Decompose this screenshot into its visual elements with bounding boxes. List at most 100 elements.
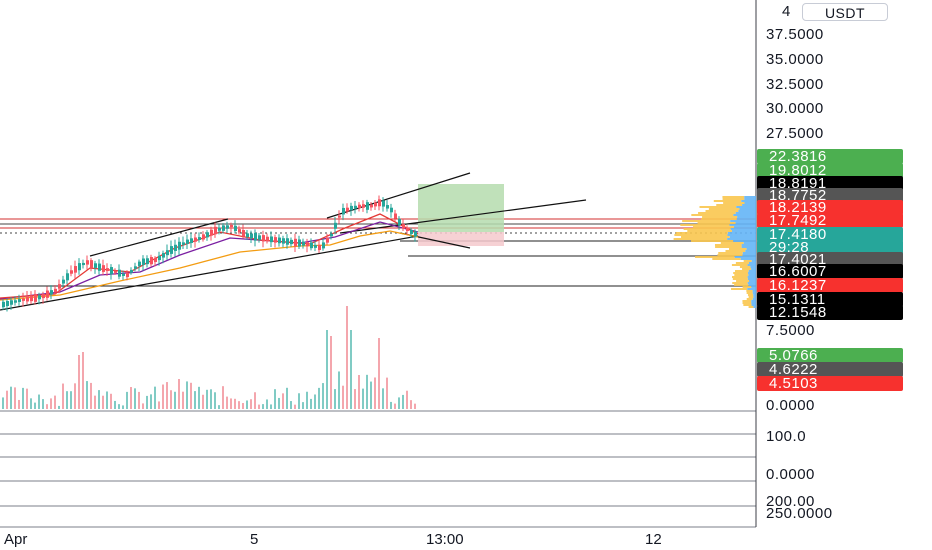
volume-bar	[186, 381, 188, 409]
candle-body	[326, 237, 329, 243]
candle-body	[206, 232, 209, 238]
long-position-stop-zone[interactable]	[418, 232, 504, 246]
candle-body	[374, 202, 377, 207]
candle-body	[154, 258, 157, 263]
long-position-profit-zone[interactable]	[418, 184, 504, 232]
price-badge: 12.1548	[757, 305, 903, 320]
candle-body	[378, 199, 381, 207]
volume-bar	[334, 389, 336, 409]
volume-profile-bar	[718, 252, 743, 254]
volume-bar	[262, 404, 264, 409]
volume-bar	[6, 390, 8, 409]
volume-bar	[70, 391, 72, 409]
volume-bar	[282, 393, 284, 409]
candle-body	[2, 301, 5, 308]
volume-profile-bar	[746, 292, 753, 294]
candle-body	[22, 298, 25, 301]
volume-profile-bar	[751, 302, 756, 304]
volume-profile-bar	[731, 288, 748, 290]
price-badge: 4.6222	[757, 362, 903, 377]
volume-bar	[194, 391, 196, 409]
candle-body	[334, 222, 337, 229]
volume-bar	[250, 399, 252, 409]
volume-profile-bar	[731, 264, 748, 266]
candle-body	[178, 241, 181, 250]
moving-averages	[0, 213, 419, 301]
volume-profile-bar	[733, 214, 756, 216]
volume-bar	[2, 397, 4, 409]
volume-tick-0: 0.0000	[766, 397, 815, 414]
candle-body	[258, 235, 261, 240]
time-label-13-00: 13:00	[426, 531, 464, 548]
volume-profile-bar	[699, 206, 737, 208]
volume-profile-bar	[732, 278, 748, 280]
time-label-12: 12	[645, 531, 662, 548]
candle-body	[194, 237, 197, 242]
volume-bar	[66, 391, 68, 409]
volume-profile-bar	[695, 256, 735, 258]
candle-body	[310, 242, 313, 249]
volume-bar	[118, 404, 120, 409]
volume-bar	[346, 306, 348, 409]
time-label-5: 5	[250, 531, 259, 548]
candle-body	[58, 284, 61, 289]
volume-bar	[378, 338, 380, 409]
volume-profile-bar	[720, 242, 744, 244]
volume-bar	[266, 399, 268, 409]
volume-profile-bar	[734, 256, 756, 258]
currency-button[interactable]: USDT	[802, 3, 888, 21]
time-label-apr: Apr	[4, 531, 28, 548]
candle-body	[162, 253, 165, 258]
volume-profile-bar	[734, 274, 749, 276]
price-tick-7-5: 7.5000	[766, 322, 815, 339]
volume-bar	[214, 392, 216, 409]
volume-bar	[58, 405, 60, 409]
candle-body	[314, 244, 317, 248]
volume-bar	[150, 394, 152, 409]
volume-profile-bar	[712, 258, 741, 260]
volume-bar	[374, 377, 376, 409]
volume-profile-bar	[745, 250, 756, 252]
volume-profile-bar	[732, 282, 748, 284]
volume-profile-bar	[701, 218, 737, 220]
candle-body	[166, 250, 169, 256]
volume-bar	[246, 400, 248, 409]
volume-profile-bar	[742, 268, 752, 270]
candle-body	[86, 260, 89, 265]
volume-bar	[134, 388, 136, 409]
volume-profile-bar	[742, 254, 756, 256]
volume-profile-bar	[731, 230, 756, 232]
candle-body	[138, 261, 141, 267]
volume-bar	[34, 402, 36, 409]
volume-profile-bar	[748, 284, 756, 286]
volume-profile-bar	[683, 228, 731, 230]
volume-profile-bar	[691, 214, 734, 216]
candle-body	[158, 255, 161, 261]
price-badge-value: 18.2139	[769, 199, 827, 216]
volume-bar	[274, 389, 276, 409]
candle-body	[230, 224, 233, 228]
price-badge: 18.8191	[757, 176, 903, 191]
volume-profile-bar	[753, 296, 756, 298]
volume-profile-bar	[741, 200, 756, 202]
candle-body	[82, 262, 85, 266]
volume-profile-bar	[744, 202, 756, 204]
price-tick-30: 30.0000	[766, 100, 824, 117]
volume-profile-bar	[734, 284, 749, 286]
candle-body	[398, 218, 401, 226]
volume-profile-bar	[748, 270, 756, 272]
ma-red	[0, 213, 419, 299]
volume-bar	[182, 391, 184, 409]
volume-bar	[74, 383, 76, 409]
volume-profile-bar	[733, 272, 749, 274]
candle-body	[266, 236, 269, 241]
volume-profile-bar	[727, 232, 756, 234]
candle-body	[286, 238, 289, 245]
volume-bar	[322, 383, 324, 409]
volume-bar	[222, 386, 224, 409]
indicator-tick-100: 100.0	[766, 428, 807, 445]
volume-bar	[354, 389, 356, 409]
volume-bar	[158, 401, 160, 409]
